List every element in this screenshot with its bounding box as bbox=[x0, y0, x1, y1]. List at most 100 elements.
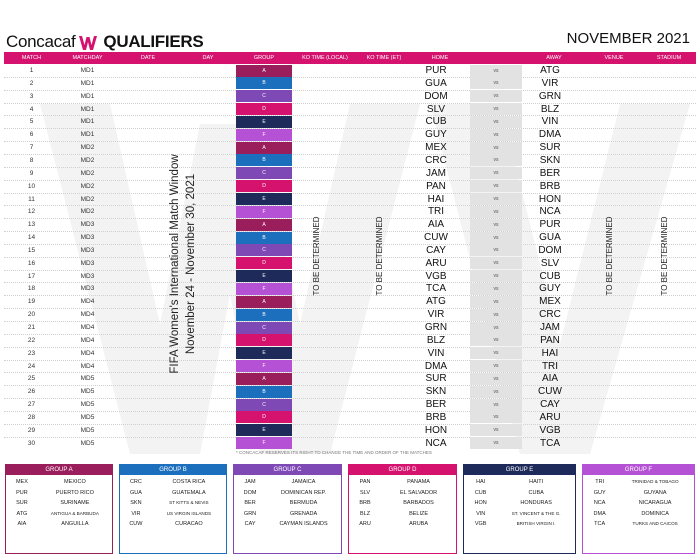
vs-label: vs bbox=[470, 424, 522, 437]
team-name: PUERTO RICO bbox=[55, 489, 94, 496]
match-number: 10 bbox=[27, 182, 36, 190]
group-badge: D bbox=[236, 103, 292, 116]
month-label: NOVEMBER 2021 bbox=[566, 30, 690, 47]
match-number: 22 bbox=[27, 336, 36, 344]
group-legend-title: GROUP E bbox=[464, 465, 575, 475]
match-number: 1 bbox=[29, 67, 34, 74]
home-team: CAY bbox=[426, 244, 446, 256]
team-code: VGB bbox=[474, 521, 487, 527]
matchday: MD1 bbox=[80, 92, 95, 100]
matchday: MD3 bbox=[80, 246, 95, 254]
team-name: DOMINICA bbox=[641, 510, 669, 517]
group-a-legend: GROUP A MEX MEXICO PUR PUERTO RICO SUR SURINAM… bbox=[5, 464, 113, 554]
matchday: MD2 bbox=[80, 208, 95, 216]
matchday: MD1 bbox=[80, 105, 95, 113]
qualifiers-title: QUALIFIERS bbox=[103, 32, 204, 51]
matchday: MD5 bbox=[80, 375, 95, 383]
vs-label: vs bbox=[470, 385, 522, 398]
away-team: ARU bbox=[539, 411, 561, 423]
table-header: MATCH MATCHDAY DATE DAY GROUP KO TIME (L… bbox=[4, 52, 696, 64]
home-team: VIR bbox=[427, 309, 445, 321]
team-name: TURKS AND CAICOS bbox=[632, 521, 678, 526]
group-legend-row: HON HONDURAS bbox=[464, 498, 575, 509]
group-badge: A bbox=[236, 372, 292, 385]
away-team: MEX bbox=[539, 296, 561, 308]
home-team: VIN bbox=[427, 347, 445, 359]
home-team: VGB bbox=[425, 270, 447, 282]
vs-label: vs bbox=[470, 257, 522, 270]
matchday: MD2 bbox=[80, 156, 95, 164]
match-number: 29 bbox=[27, 426, 36, 434]
row-divider bbox=[4, 243, 696, 245]
matchday: MD4 bbox=[80, 362, 95, 370]
row-divider bbox=[4, 410, 696, 412]
team-code: CRC bbox=[129, 479, 142, 485]
team-name: TRINIDAD & TOBAGO bbox=[631, 479, 679, 484]
match-number: 3 bbox=[29, 92, 34, 100]
matchday: MD3 bbox=[80, 259, 95, 267]
row-divider bbox=[4, 308, 696, 310]
away-team: NCA bbox=[539, 206, 561, 218]
away-team: CAY bbox=[540, 399, 560, 411]
team-code: ATG bbox=[16, 510, 28, 517]
row-divider bbox=[4, 166, 696, 168]
matchday: MD4 bbox=[80, 324, 95, 331]
group-legend-row: BER BERMUDA bbox=[234, 498, 341, 509]
vs-label: vs bbox=[470, 308, 522, 321]
matchday: MD3 bbox=[80, 285, 95, 293]
team-code: CUB bbox=[474, 489, 487, 496]
group-legend-row: DOM DOMINICAN REP. bbox=[234, 488, 341, 499]
window-title: FIFA Women's International Match Window bbox=[169, 154, 181, 374]
group-badge: E bbox=[236, 347, 292, 360]
team-code: BRB bbox=[359, 500, 371, 506]
group-legend-row: BLZ BELIZE bbox=[349, 509, 456, 520]
home-team: CUW bbox=[424, 232, 448, 244]
team-code: GUA bbox=[129, 489, 142, 496]
group-legend-row: BRB BARBADOS bbox=[349, 498, 456, 509]
group-badge: A bbox=[236, 218, 292, 231]
group-legend-row: SLV EL SALVADOR bbox=[349, 488, 456, 499]
group-legend-row: ARU ARUBA bbox=[349, 519, 456, 530]
vs-label: vs bbox=[470, 180, 522, 193]
away-team: PAN bbox=[540, 334, 560, 346]
team-code: GRN bbox=[243, 510, 257, 517]
team-code: PUR bbox=[16, 489, 28, 496]
home-team: HON bbox=[424, 424, 448, 436]
matchday: MD1 bbox=[80, 131, 95, 139]
team-name: CUBA bbox=[528, 489, 544, 496]
col-date: DATE bbox=[140, 55, 156, 61]
matchday: MD1 bbox=[80, 67, 95, 74]
match-number: 7 bbox=[29, 144, 34, 152]
team-name: ARUBA bbox=[409, 521, 429, 527]
team-name: DOMINICAN REP. bbox=[280, 489, 327, 496]
group-legend-row: CUB CUBA bbox=[464, 488, 575, 499]
group-legend-row: GUA GUATEMALA bbox=[120, 488, 226, 499]
team-name: PANAMA bbox=[407, 479, 430, 485]
match-number: 9 bbox=[29, 169, 34, 177]
group-badge: D bbox=[236, 334, 292, 347]
group-legend-row: NCA NICARAGUA bbox=[583, 498, 694, 509]
group-legend-row: VGB BRITISH VIRGIN I. bbox=[464, 519, 575, 530]
away-team: GRN bbox=[538, 90, 562, 102]
team-name: HONDURAS bbox=[520, 500, 552, 506]
group-legend-row: MEX MEXICO bbox=[6, 477, 112, 488]
col-match: MATCH bbox=[21, 55, 42, 61]
row-divider bbox=[4, 141, 696, 143]
match-number: 25 bbox=[27, 375, 36, 383]
away-team: CUW bbox=[538, 386, 562, 398]
team-name: ST KITTS & NEVIS bbox=[169, 500, 209, 505]
group-badge: C bbox=[236, 244, 292, 257]
match-number: 13 bbox=[27, 221, 36, 229]
team-code: CAY bbox=[244, 521, 256, 527]
row-divider bbox=[4, 153, 696, 155]
match-number: 5 bbox=[29, 118, 34, 126]
home-team: JAM bbox=[426, 167, 446, 179]
vs-label: vs bbox=[470, 90, 522, 103]
group-c-legend: GROUP C JAM JAMAICA DOM DOMINICAN REP. BER BER… bbox=[233, 464, 342, 554]
home-team: BER bbox=[425, 399, 447, 411]
match-number: 24 bbox=[27, 362, 36, 370]
team-code: DOM bbox=[243, 489, 257, 496]
away-team: VGB bbox=[539, 424, 561, 436]
home-team: GUY bbox=[425, 129, 447, 141]
group-legend-row: ATG ANTIGUA & BARBUDA bbox=[6, 509, 112, 520]
